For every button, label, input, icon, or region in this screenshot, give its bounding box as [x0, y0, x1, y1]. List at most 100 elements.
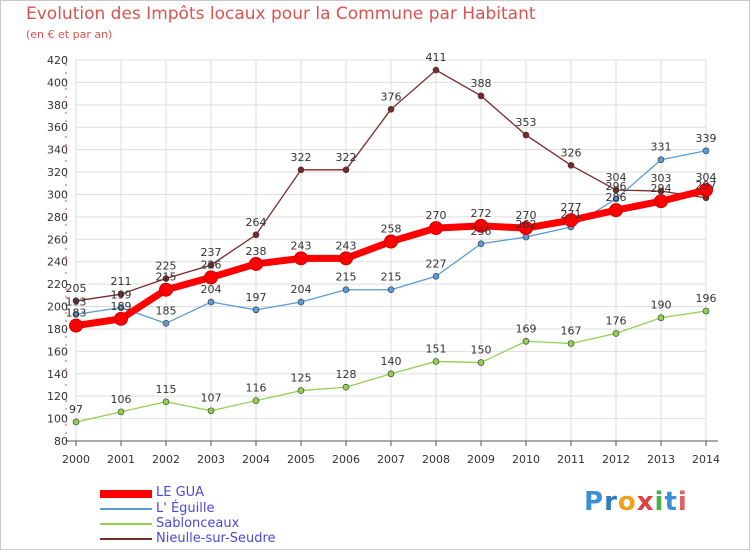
x-tick-label: 2012	[602, 453, 630, 466]
data-point-le-gua	[474, 218, 488, 233]
data-point-sablonceaux	[432, 358, 440, 365]
data-label-le-gua: 286	[606, 191, 627, 204]
data-label-nieulle-sur-seudre: 322	[291, 151, 312, 164]
data-label-l-guille: 185	[156, 304, 177, 317]
data-point-sablonceaux	[207, 407, 215, 415]
data-label-l-guille: 204	[201, 283, 222, 296]
data-point-sablonceaux	[252, 397, 260, 404]
data-point-sablonceaux	[387, 370, 395, 378]
data-label-l-guille: 271	[561, 208, 582, 221]
data-point-le-gua	[654, 194, 668, 209]
x-tick-label: 2009	[467, 453, 495, 466]
y-tick-label: 420	[47, 54, 68, 67]
data-point-l-guille	[297, 298, 305, 306]
data-point-nieulle-sur-seudre	[117, 290, 125, 298]
data-point-le-gua	[159, 282, 173, 297]
data-label-nieulle-sur-seudre: 411	[426, 51, 447, 64]
data-point-le-gua	[384, 234, 398, 249]
legend-label-l-eguille: L' Éguille	[156, 501, 215, 516]
data-point-le-gua	[294, 251, 308, 266]
legend-item-nieulle-sur-seudre[interactable]: Nieulle-sur-Seudre	[100, 531, 400, 546]
data-point-sablonceaux	[567, 340, 575, 347]
proxiti-logo-letter: i	[654, 487, 665, 517]
data-label-le-gua: 294	[651, 182, 672, 195]
y-tick-label: 120	[47, 390, 68, 403]
data-label-sablonceaux: 150	[471, 344, 492, 357]
data-point-sablonceaux	[522, 337, 530, 345]
data-label-nieulle-sur-seudre: 376	[381, 90, 402, 103]
legend-label-le-gua: LE GUA	[156, 485, 205, 500]
data-label-l-guille: 204	[291, 283, 312, 296]
data-label-sablonceaux: 190	[651, 299, 672, 312]
data-label-nieulle-sur-seudre: 237	[201, 246, 222, 259]
data-point-nieulle-sur-seudre	[162, 275, 170, 282]
data-label-nieulle-sur-seudre: 225	[156, 260, 177, 273]
data-point-sablonceaux	[657, 314, 665, 322]
data-label-l-guille: 215	[336, 271, 357, 284]
data-label-sablonceaux: 167	[561, 325, 582, 338]
data-point-nieulle-sur-seudre	[387, 106, 395, 113]
legend-item-l-eguille[interactable]: L' Éguille	[100, 501, 400, 516]
data-label-l-guille: 339	[696, 132, 717, 145]
proxiti-logo: Proxiti	[584, 487, 688, 517]
data-label-sablonceaux: 106	[111, 393, 132, 406]
data-label-l-guille: 296	[606, 180, 627, 193]
x-tick-label: 2006	[332, 453, 360, 466]
y-tick-label: 100	[47, 413, 68, 426]
data-point-l-guille	[117, 304, 125, 311]
x-tick-label: 2003	[197, 453, 225, 466]
x-tick-label: 2010	[512, 453, 540, 466]
data-point-sablonceaux	[162, 398, 170, 406]
data-label-le-gua: 238	[246, 245, 267, 258]
data-label-l-guille: 256	[471, 225, 492, 238]
data-point-le-gua	[564, 213, 578, 228]
proxiti-logo-letter: i	[677, 487, 688, 517]
y-tick-label: 280	[47, 211, 68, 224]
proxiti-logo-letter: r	[604, 487, 618, 517]
data-point-l-guille	[657, 156, 665, 164]
x-tick-label: 2002	[152, 453, 180, 466]
data-label-l-guille: 199	[111, 289, 132, 302]
data-point-nieulle-sur-seudre	[207, 261, 215, 269]
data-label-nieulle-sur-seudre: 326	[561, 146, 582, 159]
x-tick-label: 2013	[647, 453, 675, 466]
data-label-l-guille: 331	[651, 141, 672, 154]
data-label-le-gua: 272	[471, 207, 492, 220]
series-points	[69, 66, 713, 426]
data-point-l-guille	[162, 320, 170, 327]
legend-item-le-gua[interactable]: LE GUA	[100, 485, 400, 500]
data-label-l-guille: 215	[381, 271, 402, 284]
y-tick-label: 400	[47, 76, 68, 89]
data-label-l-guille: 193	[66, 295, 87, 308]
data-point-l-guille	[432, 272, 440, 280]
data-label-nieulle-sur-seudre: 353	[516, 116, 537, 129]
data-point-le-gua	[114, 311, 128, 326]
data-label-sablonceaux: 97	[69, 403, 83, 416]
data-label-sablonceaux: 128	[336, 368, 357, 381]
data-label-sablonceaux: 125	[291, 372, 312, 385]
data-label-nieulle-sur-seudre: 205	[66, 282, 87, 295]
legend-item-sablonceaux[interactable]: Sablonceaux	[100, 516, 400, 531]
data-point-le-gua	[699, 182, 713, 197]
data-point-l-guille	[207, 298, 215, 306]
data-label-le-gua: 243	[336, 239, 357, 252]
data-label-le-gua: 270	[516, 209, 537, 222]
chart-title: Evolution des Impôts locaux pour la Comm…	[26, 4, 536, 24]
data-point-le-gua	[204, 270, 218, 285]
data-label-nieulle-sur-seudre: 303	[651, 172, 672, 185]
data-label-nieulle-sur-seudre: 304	[606, 171, 627, 184]
data-point-l-guille	[252, 306, 260, 314]
data-point-le-gua	[609, 203, 623, 218]
data-label-nieulle-sur-seudre: 297	[696, 179, 717, 192]
legend-swatch-nieulle-sur-seudre	[100, 538, 152, 540]
x-axis-ticks: 2000 2001 2002 2003 2004 2005 2006 2007 2008 2009…	[62, 453, 720, 466]
y-tick-label: 340	[47, 144, 68, 157]
data-point-sablonceaux	[117, 408, 125, 416]
y-tick-label: 220	[47, 278, 68, 291]
data-point-le-gua	[249, 256, 263, 271]
data-label-le-gua: 243	[291, 239, 312, 252]
x-tick-label: 2014	[692, 453, 720, 466]
data-label-le-gua: 277	[561, 201, 582, 214]
proxiti-logo-letter: o	[617, 487, 637, 517]
